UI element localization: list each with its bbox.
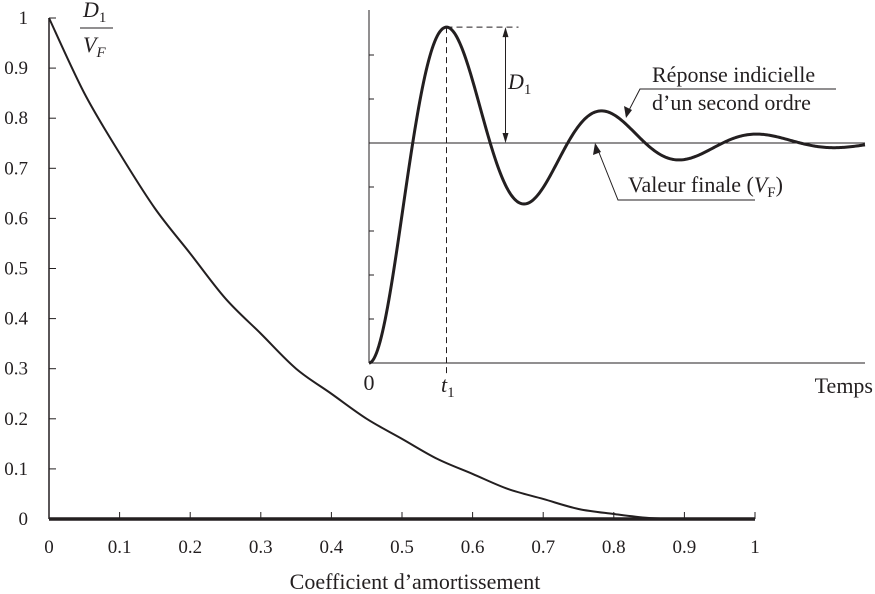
main-y-ticks: 0 0.1 0.2 0.3 0.4 0.5 0.6 0.7 0.8 0.9 1 bbox=[4, 8, 56, 530]
main-y-tick-label: 0.3 bbox=[4, 359, 28, 380]
main-y-tick-label: 0.8 bbox=[4, 108, 28, 129]
y-label-den-sub: F bbox=[95, 45, 106, 61]
main-x-tick-label: 0.4 bbox=[320, 537, 344, 558]
y-label-num: D bbox=[82, 0, 99, 22]
main-x-tick-label: 0.9 bbox=[673, 537, 697, 558]
d1-arrowhead-bottom bbox=[502, 133, 509, 143]
annotation-final-value: Valeur finale (VF) bbox=[628, 172, 783, 201]
annotation-final-leader bbox=[595, 144, 628, 201]
main-y-tick-label: 0.9 bbox=[4, 58, 28, 79]
annotation-response-leader bbox=[625, 88, 652, 117]
annotation-response-line2: d’un second ordre bbox=[652, 90, 811, 115]
svg-text:VF: VF bbox=[83, 32, 106, 61]
main-x-tick-label: 0.5 bbox=[390, 537, 414, 558]
main-x-label: Coefficient d’amortissement bbox=[290, 569, 541, 594]
main-y-tick-label: 0.4 bbox=[4, 309, 28, 330]
main-y-tick-label: 0.7 bbox=[4, 158, 28, 179]
inset-y-ticks bbox=[369, 54, 374, 364]
main-x-ticks: 0 0.1 0.2 0.3 0.4 0.5 0.6 0.7 0.8 0.9 1 bbox=[44, 512, 760, 558]
overshoot-curve bbox=[48, 17, 685, 520]
main-y-tick-label: 0.6 bbox=[4, 208, 28, 229]
main-x-tick-label: 0.7 bbox=[531, 537, 555, 558]
main-y-tick-label: 0.2 bbox=[4, 409, 28, 430]
main-x-tick-label: 0 bbox=[44, 537, 54, 558]
main-y-tick-label: 0.1 bbox=[4, 459, 28, 480]
main-x-tick-label: 0.8 bbox=[602, 537, 626, 558]
y-label-den: V bbox=[83, 32, 99, 57]
main-x-tick-label: 0.6 bbox=[461, 537, 485, 558]
main-y-tick-label: 1 bbox=[19, 8, 29, 29]
d1-arrowhead-top bbox=[502, 27, 509, 38]
step-response-curve bbox=[368, 25, 866, 365]
d1-arrow bbox=[502, 27, 509, 143]
svg-text:D1: D1 bbox=[82, 0, 106, 26]
main-x-tick-label: 0.1 bbox=[108, 537, 132, 558]
inset-origin-label: 0 bbox=[364, 370, 375, 395]
main-x-tick-label: 0.3 bbox=[249, 537, 273, 558]
main-y-label: D1 VF bbox=[80, 0, 113, 61]
main-x-tick-label: 1 bbox=[750, 537, 760, 558]
inset-chart: D1 0 t1 Temps Réponse indicielle d’un se… bbox=[364, 10, 873, 401]
d1-label: D1 bbox=[507, 69, 531, 98]
main-chart: 0 0.1 0.2 0.3 0.4 0.5 0.6 0.7 0.8 0.9 1 0 0.1 0.2 0.3… bbox=[4, 0, 760, 594]
main-x-tick-label: 0.2 bbox=[178, 537, 202, 558]
inset-x-label: Temps bbox=[815, 373, 873, 398]
y-label-num-sub: 1 bbox=[99, 10, 107, 26]
main-y-tick-label: 0 bbox=[19, 509, 29, 530]
annotation-final-arrowhead bbox=[593, 143, 601, 155]
t1-label: t1 bbox=[441, 372, 455, 401]
main-y-tick-label: 0.5 bbox=[4, 259, 28, 280]
annotation-response-arrowhead bbox=[624, 106, 632, 118]
annotation-response-line1: Réponse indicielle bbox=[652, 62, 815, 87]
